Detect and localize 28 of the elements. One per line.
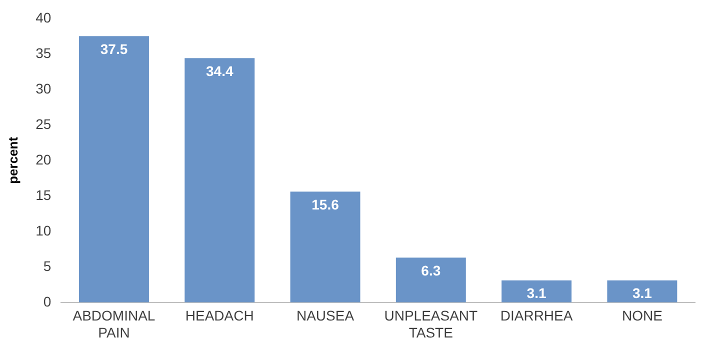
data-label: 3.1	[632, 285, 652, 302]
bar	[184, 58, 255, 302]
data-label: 3.1	[526, 285, 546, 302]
y-tick-label: 20	[36, 151, 52, 168]
data-label: 34.4	[206, 63, 234, 80]
y-tick-label: 25	[36, 116, 52, 132]
bar	[502, 280, 572, 302]
y-tick-label: 15	[36, 186, 52, 203]
y-tick-label: 5	[43, 258, 52, 274]
y-tick-label: 10	[36, 222, 52, 238]
bar	[290, 192, 360, 302]
y-tick-label: 40	[36, 9, 52, 26]
bar	[607, 280, 678, 302]
x-tick-label: UNPLEASANT TASTE	[384, 308, 478, 340]
bar	[396, 258, 466, 302]
x-tick-label: DIARRHEA	[500, 308, 574, 324]
x-tick-label: NAUSEA	[296, 308, 355, 324]
data-label: 15.6	[312, 196, 340, 212]
data-label: 6.3	[421, 262, 441, 279]
data-label: 37.5	[100, 41, 128, 58]
y-axis-title: percent	[5, 136, 20, 184]
bar	[79, 36, 149, 302]
y-tick-label: 0	[43, 293, 52, 310]
x-tick-label: ABDOMINAL PAIN	[72, 308, 156, 340]
x-tick-label: HEADACH	[185, 308, 254, 324]
y-tick-label: 30	[36, 80, 52, 96]
x-tick-label: NONE	[622, 308, 662, 324]
y-tick-label: 35	[36, 44, 52, 61]
